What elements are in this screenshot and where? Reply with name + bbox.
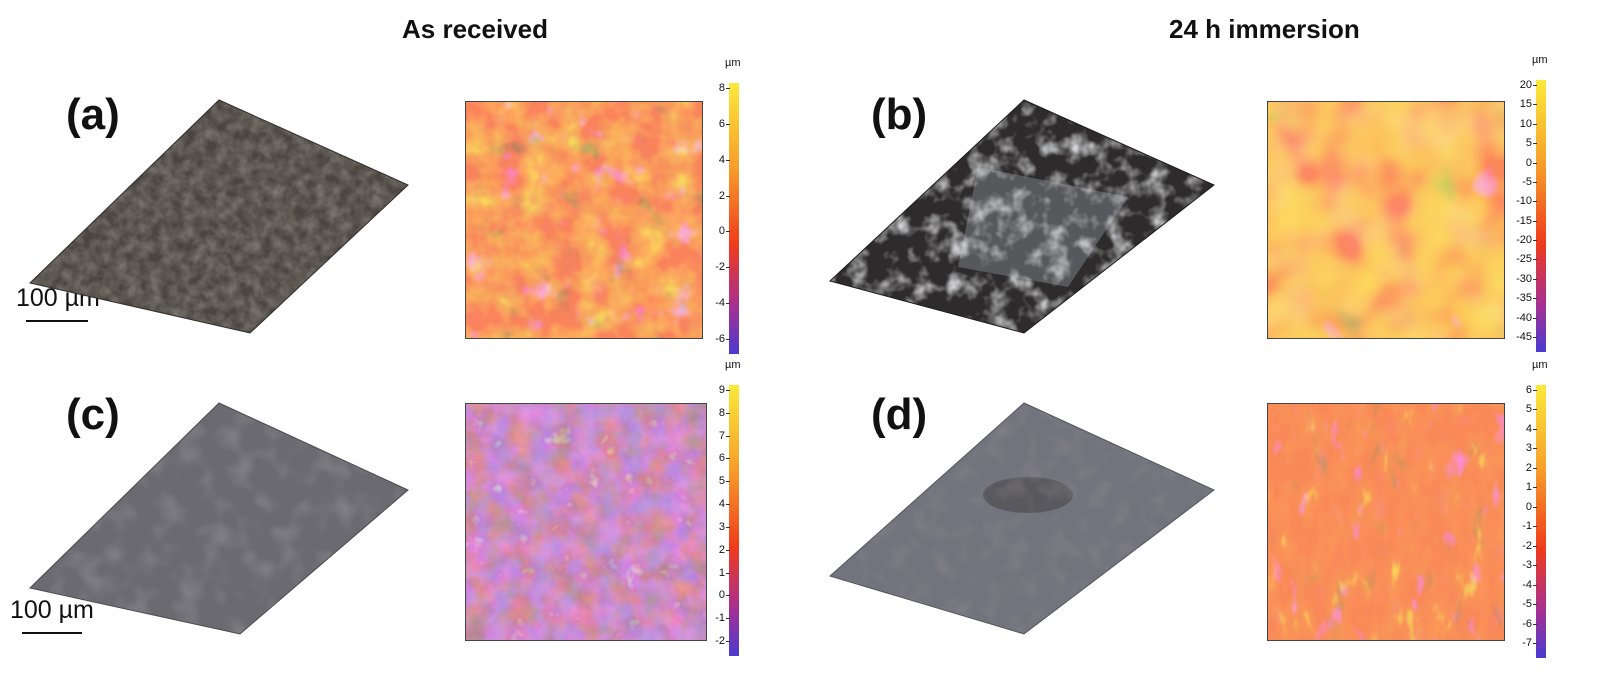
panel-label-d: (d) xyxy=(871,390,928,439)
colorbar-tick-label: 2 xyxy=(718,543,731,556)
colorbar-tick-label: -3 xyxy=(1522,559,1537,572)
colorbar-tick-label: 3 xyxy=(718,520,731,533)
colorbar-tick-label: -10 xyxy=(1516,195,1537,208)
colorbar-tick-label: 1 xyxy=(1525,481,1538,494)
height-map-b xyxy=(1267,101,1505,339)
panel-label-c: (c) xyxy=(66,390,120,439)
surface-3d-d xyxy=(828,402,1215,635)
colorbar-tick-label: 10 xyxy=(1519,117,1538,130)
colorbar-tick-label: 0 xyxy=(1525,500,1538,513)
colorbar-tick-label: 4 xyxy=(718,153,731,166)
colorbar-tick-label: -5 xyxy=(1522,598,1537,611)
title-as-received: As received xyxy=(402,14,548,44)
panel-label-a: (a) xyxy=(66,90,120,139)
colorbar-tick-label: -35 xyxy=(1516,292,1537,305)
colorbar-tick-label: 4 xyxy=(1525,422,1538,435)
colorbar-tick-label: -2 xyxy=(1522,539,1537,552)
colorbar-tick-label: 6 xyxy=(1525,384,1538,396)
scale-bar-line-bottom xyxy=(22,632,82,634)
height-map-a xyxy=(465,101,703,339)
surface-3d-b xyxy=(828,99,1215,334)
colorbar-tick-label: 9 xyxy=(718,384,731,396)
height-map-d xyxy=(1267,403,1505,641)
colorbar-tick-label: 5 xyxy=(1525,403,1538,416)
height-map-c xyxy=(465,403,707,641)
colorbar-tick-label: 1 xyxy=(718,566,731,579)
colorbar-tick-label: -7 xyxy=(1522,637,1537,649)
colorbar-tick-label: -40 xyxy=(1516,311,1537,324)
colorbar-tick-label: -25 xyxy=(1516,253,1537,266)
colorbar-tick-label: 20 xyxy=(1519,79,1538,91)
panel-label-b: (b) xyxy=(871,90,928,139)
colorbar-tick-label: 0 xyxy=(718,225,731,238)
colorbar-gradient xyxy=(729,385,739,656)
colorbar-tick-label: -6 xyxy=(1522,617,1537,630)
colorbar-tick-label: 15 xyxy=(1519,98,1538,111)
colorbar-gradient xyxy=(1536,80,1546,352)
colorbar-tick-label: -30 xyxy=(1516,272,1537,285)
colorbar-tick-label: 2 xyxy=(1525,461,1538,474)
colorbar-unit: µm xyxy=(1532,54,1548,66)
colorbar-gradient xyxy=(1536,385,1546,658)
colorbar-tick-label: -4 xyxy=(715,297,730,310)
colorbar-tick-label: 4 xyxy=(718,498,731,511)
colorbar-tick-label: -1 xyxy=(715,612,730,625)
colorbar-unit: µm xyxy=(725,359,741,371)
colorbar-tick-label: 0 xyxy=(718,589,731,602)
colorbar-tick-label: 6 xyxy=(718,452,731,465)
colorbar-tick-label: -1 xyxy=(1522,520,1537,533)
colorbar-tick-label: 5 xyxy=(1525,137,1538,150)
colorbar-tick-label: -2 xyxy=(715,635,730,647)
colorbar-unit: µm xyxy=(725,57,741,69)
colorbar-gradient xyxy=(729,83,739,354)
scale-bar-line-top xyxy=(26,320,88,322)
colorbar-tick-label: 8 xyxy=(718,406,731,419)
colorbar-tick-label: 2 xyxy=(718,189,731,202)
surface-3d-c xyxy=(28,402,409,635)
colorbar-tick-label: -15 xyxy=(1516,214,1537,227)
colorbar-tick-label: 3 xyxy=(1525,442,1538,455)
colorbar-tick-label: -5 xyxy=(1522,175,1537,188)
colorbar-tick-label: -4 xyxy=(1522,578,1537,591)
colorbar-tick-label: -45 xyxy=(1516,331,1537,343)
title-24h-immersion: 24 h immersion xyxy=(1169,14,1360,44)
colorbar-tick-label: 0 xyxy=(1525,156,1538,169)
colorbar-unit: µm xyxy=(1532,359,1548,371)
colorbar-tick-label: 6 xyxy=(718,117,731,130)
surface-3d-a xyxy=(28,99,409,334)
colorbar-tick-label: 7 xyxy=(718,429,731,442)
colorbar-tick-label: 8 xyxy=(718,82,731,94)
colorbar-tick-label: -20 xyxy=(1516,234,1537,247)
colorbar-tick-label: -6 xyxy=(715,333,730,345)
colorbar-tick-label: -2 xyxy=(715,261,730,274)
scale-bar-label-bottom: 100 µm xyxy=(10,596,94,624)
colorbar-tick-label: 5 xyxy=(718,475,731,488)
